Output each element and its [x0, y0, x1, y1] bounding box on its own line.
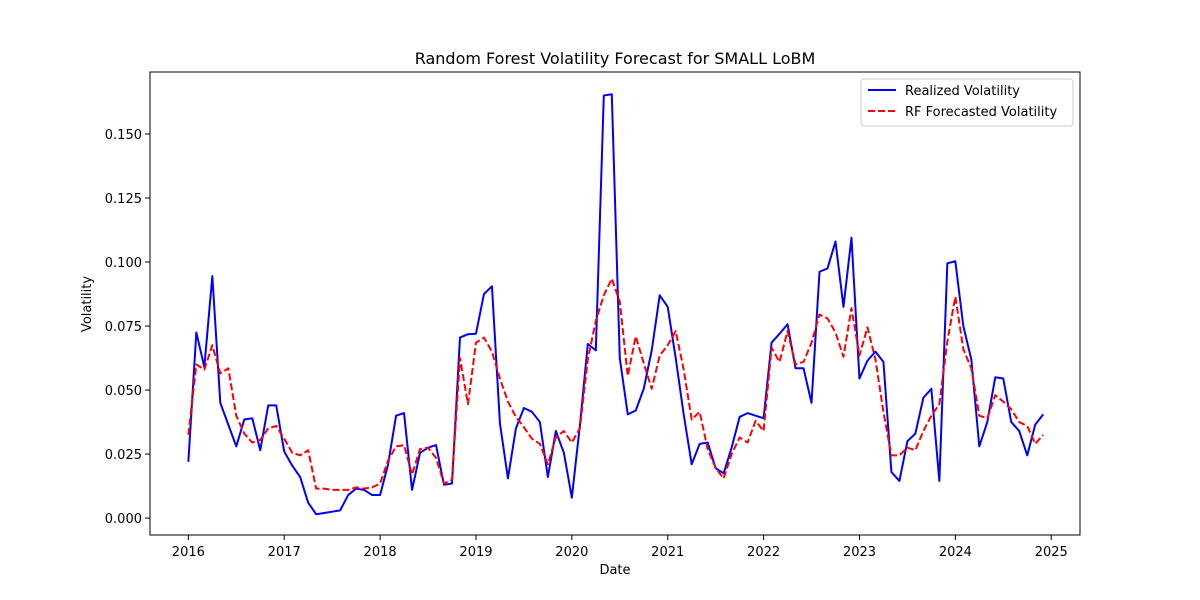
- legend-label-realized: Realized Volatility: [905, 84, 1020, 99]
- x-tick-label: 2016: [172, 545, 205, 560]
- y-axis: 0.000 0.025 0.050 0.075 0.100 0.125 0.150: [105, 128, 150, 527]
- y-tick-label: 0.100: [105, 256, 142, 271]
- x-tick-label: 2021: [651, 545, 684, 560]
- x-tick-label: 2022: [747, 545, 780, 560]
- x-tick-label: 2019: [459, 545, 492, 560]
- x-tick-label: 2024: [939, 545, 972, 560]
- series-layer: [187, 93, 1044, 516]
- y-tick-label: 0.150: [105, 128, 142, 143]
- y-tick-label: 0.075: [105, 320, 142, 335]
- plot-frame: [149, 71, 1081, 536]
- x-tick-label: 2020: [555, 545, 588, 560]
- x-tick-label: 2023: [843, 545, 876, 560]
- legend-box: [860, 78, 1074, 127]
- series-line-forecast: [187, 277, 1044, 491]
- x-tick-label: 2018: [364, 545, 397, 560]
- x-axis-label: Date: [599, 563, 630, 578]
- y-axis-label: Volatility: [80, 276, 95, 332]
- y-tick-label: 0.025: [105, 448, 142, 463]
- y-tick-label: 0.000: [105, 512, 142, 527]
- legend-label-forecast: RF Forecasted Volatility: [905, 105, 1057, 120]
- y-tick-label: 0.125: [105, 192, 142, 207]
- series-line-realized: [187, 93, 1044, 516]
- x-axis: 2016 2017 2018 2019 2020 2021 2022 2023 2024 2025: [172, 535, 1068, 560]
- legend: Realized Volatility RF Forecasted Volati…: [860, 78, 1074, 127]
- x-tick-label: 2017: [268, 545, 301, 560]
- chart-title: Random Forest Volatility Forecast for SM…: [415, 49, 816, 68]
- x-tick-label: 2025: [1035, 545, 1068, 560]
- y-tick-label: 0.050: [105, 384, 142, 399]
